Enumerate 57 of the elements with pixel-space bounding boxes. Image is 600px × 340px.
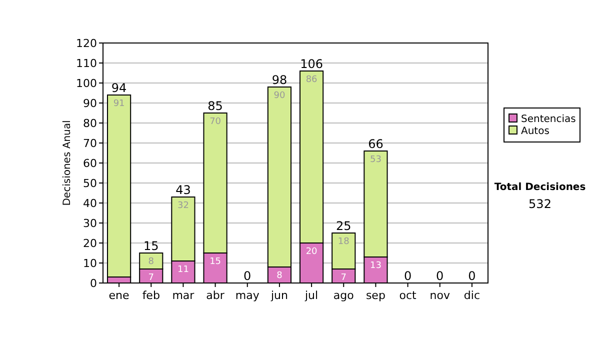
y-tick-label: 120	[76, 37, 97, 50]
x-tick-label: ago	[333, 289, 354, 302]
data-label: 90	[274, 91, 286, 101]
data-label: 53	[370, 155, 382, 165]
total-label: 66	[368, 137, 384, 151]
data-label: 32	[177, 201, 189, 211]
legend-label: Autos	[521, 126, 550, 137]
data-label: 15	[210, 257, 222, 267]
data-label: 70	[210, 117, 222, 127]
data-label: 11	[177, 265, 189, 275]
y-tick-label: 40	[83, 197, 97, 210]
y-tick-label: 110	[76, 57, 97, 70]
y-tick-label: 30	[83, 217, 97, 230]
y-tick-label: 60	[83, 157, 97, 170]
total-label: 43	[176, 183, 191, 197]
y-tick-label: 50	[83, 177, 97, 190]
y-tick-label: 80	[83, 117, 97, 130]
y-tick-label: 20	[83, 237, 97, 250]
total-label: 0	[436, 269, 444, 283]
x-tick-label: ene	[108, 289, 130, 302]
x-tick-label: sep	[366, 289, 386, 302]
data-label: 18	[338, 237, 350, 247]
text: Total Decisiones	[494, 182, 586, 193]
total-label: 0	[244, 269, 252, 283]
y-tick-label: 90	[83, 97, 97, 110]
data-label: 20	[306, 247, 318, 257]
x-tick-label: jul	[304, 289, 318, 302]
data-label: 13	[370, 261, 382, 271]
x-tick-label: abr	[206, 289, 225, 302]
y-tick-label: 70	[83, 137, 97, 150]
total-label: 0	[404, 269, 412, 283]
x-tick-label: dic	[464, 289, 480, 302]
total-label: 94	[111, 81, 127, 95]
text: 532	[528, 197, 552, 211]
total-label: 15	[143, 239, 159, 253]
data-label: 8	[276, 271, 283, 281]
y-tick-label: 100	[76, 77, 97, 90]
y-axis-title: Decisiones Anual	[62, 120, 73, 206]
total-label: 98	[272, 73, 288, 87]
y-tick-label: 0	[90, 277, 97, 290]
x-tick-label: nov	[430, 289, 450, 302]
y-tick-label: 10	[83, 257, 97, 270]
data-label: 7	[148, 273, 154, 283]
data-label: 8	[148, 257, 154, 267]
legend-label: Sentencias	[521, 114, 576, 125]
x-tick-label: may	[235, 289, 260, 302]
total-label: 25	[336, 219, 352, 233]
total-label: 0	[468, 269, 476, 283]
x-tick-label: jun	[270, 289, 288, 302]
x-tick-label: feb	[142, 289, 160, 302]
total-label: 106	[300, 57, 323, 71]
data-label: 7	[340, 273, 346, 283]
x-tick-label: mar	[172, 289, 195, 302]
data-label: 86	[306, 75, 318, 85]
x-tick-label: oct	[399, 289, 418, 302]
total-label: 85	[208, 99, 223, 113]
data-label: 91	[113, 99, 125, 109]
